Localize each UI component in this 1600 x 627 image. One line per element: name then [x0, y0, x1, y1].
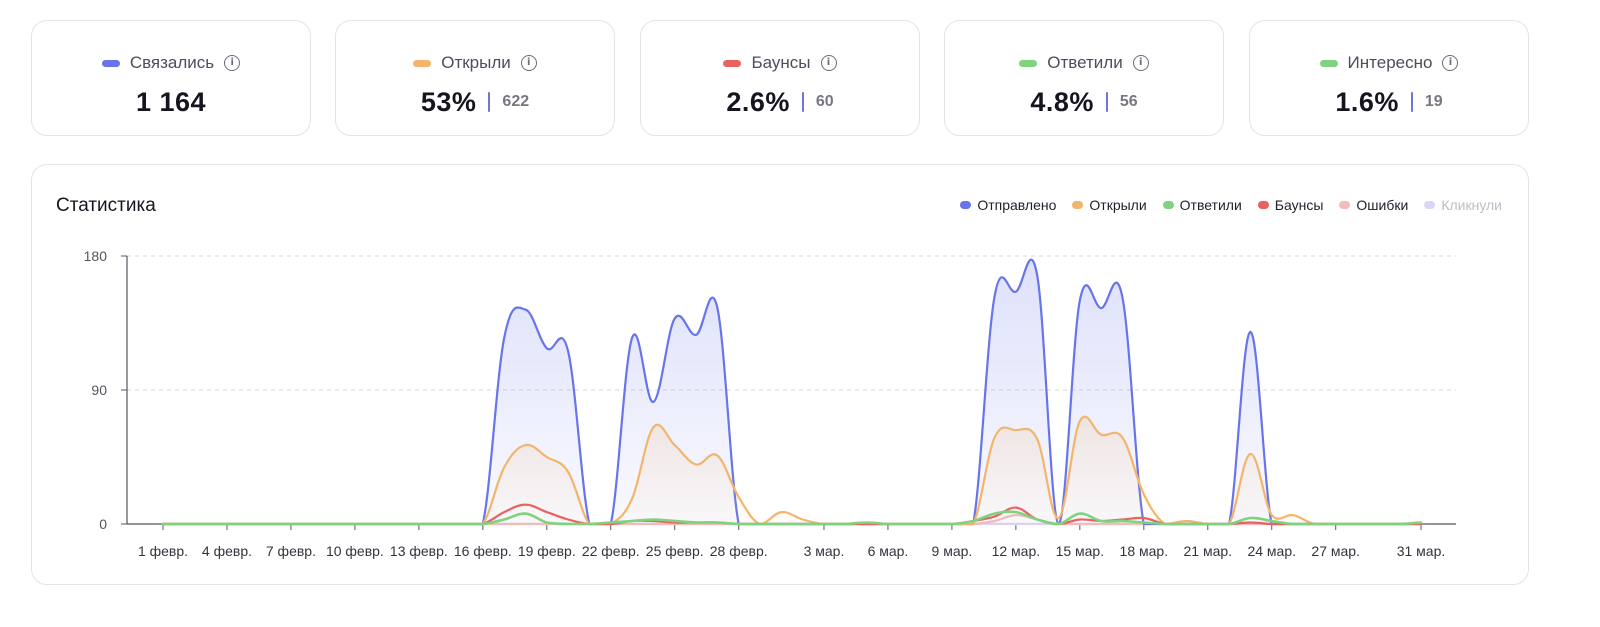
legend-swatch [1339, 201, 1351, 209]
legend-item-bounces[interactable]: Баунсы [1257, 197, 1324, 213]
card-interested: Интересно i 1.6% 19 [1249, 20, 1529, 136]
x-tick-label: 3 мар. [804, 543, 845, 559]
legend-swatch [960, 201, 972, 209]
legend-label: Ошибки [1356, 197, 1409, 213]
legend-label: Баунсы [1274, 197, 1324, 213]
x-tick-label: 1 февр. [138, 543, 188, 559]
card-contacted: Связались i 1 164 [31, 20, 311, 136]
legend-label: Отправлено [977, 197, 1057, 213]
summary-cards: Связались i 1 164 Открыли i 53% 622 Баун… [31, 20, 1569, 140]
replied-color-pill [1019, 59, 1038, 67]
legend-swatch [1424, 201, 1436, 209]
x-tick-label: 25 февр. [646, 543, 704, 559]
y-tick-label: 180 [84, 248, 108, 264]
card-value: 1.6% [1335, 86, 1399, 117]
card-label: Интересно [1347, 53, 1433, 72]
interested-color-pill [1319, 59, 1338, 67]
info-icon[interactable]: i [224, 55, 241, 71]
x-tick-label: 28 февр. [710, 543, 768, 559]
x-tick-label: 22 февр. [582, 543, 640, 559]
card-value: 1 164 [135, 86, 207, 117]
legend-item-errors[interactable]: Ошибки [1339, 197, 1408, 213]
series-line-0 [161, 258, 1423, 526]
value-divider [1105, 92, 1108, 112]
value-divider [488, 92, 491, 112]
legend-swatch [1072, 201, 1084, 209]
card-opened: Открыли i 53% 622 [335, 20, 615, 136]
card-label: Баунсы [751, 53, 811, 72]
card-value: 53% [420, 86, 477, 117]
legend-label: Ответили [1179, 197, 1242, 213]
series-area-1 [163, 416, 1421, 524]
opened-color-pill [413, 59, 432, 67]
card-bounces: Баунсы i 2.6% 60 [640, 20, 920, 136]
legend-label: Открыли [1089, 197, 1147, 213]
y-tick-label: 0 [99, 516, 107, 532]
card-count: 56 [1119, 93, 1138, 110]
card-count: 622 [502, 93, 530, 110]
legend-item-replied[interactable]: Ответили [1162, 197, 1242, 213]
statistics-chart: 180 90 0 1 февр. 4 февр. 7 февр. 10 февр. 13 фе… [84, 248, 1456, 559]
series-line-2 [161, 510, 1423, 526]
series-area-0 [163, 259, 1421, 524]
card-label: Ответили [1047, 53, 1123, 72]
card-value: 4.8% [1030, 86, 1094, 117]
value-divider [1410, 92, 1413, 112]
legend-swatch [1257, 201, 1269, 209]
panel-title: Статистика [56, 195, 156, 216]
x-tick-label: 9 мар. [932, 543, 973, 559]
legend-swatch [1162, 201, 1174, 209]
x-tick-label: 7 февр. [266, 543, 316, 559]
info-icon[interactable]: i [520, 55, 537, 71]
x-tick-label: 18 мар. [1120, 543, 1169, 559]
x-tick-label: 13 февр. [390, 543, 448, 559]
legend-label: Кликнули [1441, 197, 1502, 213]
x-tick-label: 24 мар. [1247, 543, 1296, 559]
card-label: Связались [129, 53, 215, 72]
x-tick-label: 15 мар. [1056, 543, 1105, 559]
x-tick-label: 31 мар. [1397, 543, 1446, 559]
x-tick-label: 12 мар. [992, 543, 1041, 559]
contacted-color-pill [101, 59, 120, 67]
statistics-panel: Статистика Отправлено Открыли Ответили Б… [31, 164, 1529, 585]
legend-item-opened[interactable]: Открыли [1072, 197, 1147, 213]
x-tick-label: 6 мар. [868, 543, 909, 559]
x-tick-label: 19 февр. [518, 543, 576, 559]
legend-item-clicked[interactable]: Кликнули [1424, 197, 1502, 213]
card-replied: Ответили i 4.8% 56 [944, 20, 1224, 136]
x-tick-label: 4 февр. [202, 543, 252, 559]
card-value: 2.6% [726, 86, 790, 117]
y-tick-label: 90 [91, 382, 107, 398]
x-tick-label: 27 мар. [1311, 543, 1360, 559]
card-count: 19 [1424, 93, 1443, 110]
x-tick-label: 16 февр. [454, 543, 512, 559]
info-icon[interactable]: i [820, 55, 837, 71]
value-divider [801, 92, 804, 112]
x-tick-label: 21 мар. [1183, 543, 1232, 559]
bounces-color-pill [723, 59, 742, 67]
x-tick-label: 10 февр. [326, 543, 384, 559]
chart-legend: Отправлено Открыли Ответили Баунсы Ошибк… [960, 197, 1502, 213]
info-icon[interactable]: i [1132, 55, 1149, 71]
card-count: 60 [815, 93, 834, 110]
legend-item-sent[interactable]: Отправлено [960, 197, 1056, 213]
card-label: Открыли [441, 53, 511, 72]
info-icon[interactable]: i [1442, 55, 1459, 71]
